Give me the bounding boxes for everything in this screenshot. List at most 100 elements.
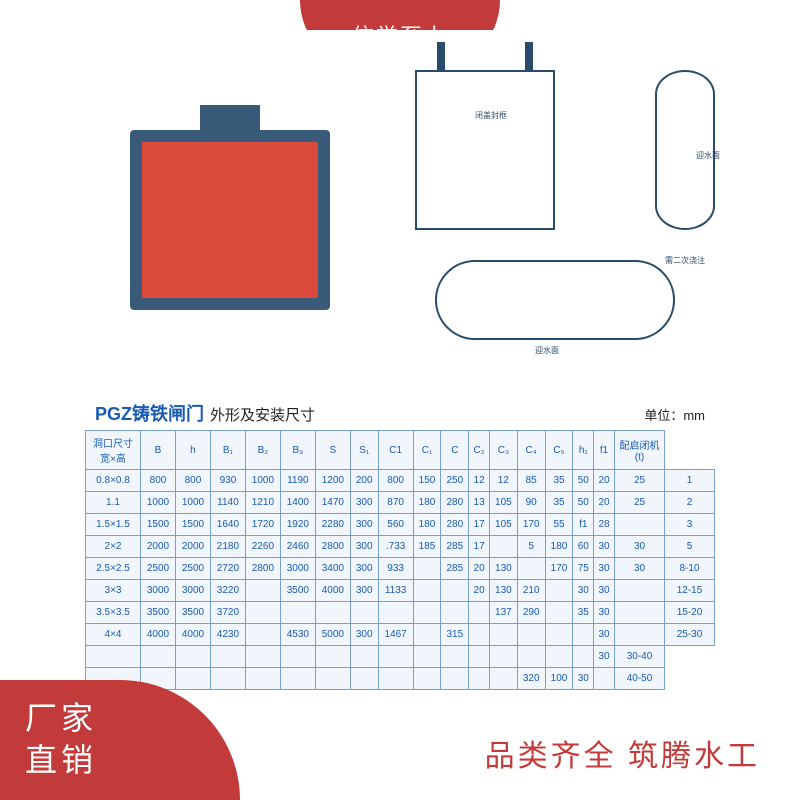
table-cell: 30-40 (615, 646, 665, 668)
table-cell: 1720 (245, 514, 280, 536)
table-cell: 1133 (378, 580, 413, 602)
table-col-header: B₃ (280, 431, 315, 470)
table-cell: 1470 (315, 492, 350, 514)
table-cell: 2800 (245, 558, 280, 580)
table-col-header: 洞口尺寸宽×高 (86, 431, 141, 470)
table-cell: f1 (573, 514, 594, 536)
table-cell: 35 (573, 602, 594, 624)
table-cell: 12 (489, 470, 517, 492)
table-cell: 105 (489, 492, 517, 514)
table-cell (489, 624, 517, 646)
table-cell: 30 (615, 558, 665, 580)
product-render (90, 90, 390, 340)
table-cell: 1000 (175, 492, 210, 514)
table-cell: 3000 (280, 558, 315, 580)
table-cell: 3720 (210, 602, 245, 624)
table-cell: 30 (615, 536, 665, 558)
table-cell (469, 668, 490, 690)
table-cell: 60 (573, 536, 594, 558)
table-cell: 137 (489, 602, 517, 624)
table-cell: 1140 (210, 492, 245, 514)
table-cell: 285 (441, 536, 469, 558)
table-cell: 1200 (315, 470, 350, 492)
table-cell: 180 (413, 492, 441, 514)
table-cell: 933 (378, 558, 413, 580)
table-cell (413, 580, 441, 602)
table-cell (517, 558, 545, 580)
table-cell (315, 602, 350, 624)
table-cell (175, 668, 210, 690)
table-cell (315, 646, 350, 668)
table-cell: 55 (545, 514, 573, 536)
table-cell: 12 (469, 470, 490, 492)
table-cell: 2800 (315, 536, 350, 558)
table-cell: 130 (489, 580, 517, 602)
table-cell: 1.5×1.5 (86, 514, 141, 536)
table-cell (573, 646, 594, 668)
table-col-header: C1 (378, 431, 413, 470)
annot-front: 闭盖封框 (475, 110, 507, 121)
table-row: 3.5×3.5350035003720137290353015-20 (86, 602, 715, 624)
table-cell (350, 646, 378, 668)
table-cell: 20 (469, 558, 490, 580)
table-cell: 35 (545, 470, 573, 492)
table-cell: 3500 (280, 580, 315, 602)
table-cell: 5000 (315, 624, 350, 646)
table-cell (141, 646, 176, 668)
table-cell: 320 (517, 668, 545, 690)
diagram-top-view (435, 260, 675, 340)
table-cell: 2720 (210, 558, 245, 580)
table-cell (350, 668, 378, 690)
table-cell (245, 668, 280, 690)
table-cell: 90 (517, 492, 545, 514)
table-cell (413, 558, 441, 580)
table-cell (210, 646, 245, 668)
table-cell: .733 (378, 536, 413, 558)
table-cell: 1500 (141, 514, 176, 536)
table-cell (441, 602, 469, 624)
table-cell: 250 (441, 470, 469, 492)
table-cell (378, 646, 413, 668)
table-cell (545, 580, 573, 602)
table-cell: 8-10 (665, 558, 715, 580)
table-cell (175, 646, 210, 668)
bottom-right-text: 品类齐全 筑腾水工 (485, 731, 760, 775)
table-cell: 30 (594, 602, 615, 624)
table-cell (245, 624, 280, 646)
table-cell: 2260 (245, 536, 280, 558)
table-col-header: C₃ (489, 431, 517, 470)
table-cell: 180 (545, 536, 573, 558)
diagram-front-view (415, 70, 555, 230)
table-cell: 105 (489, 514, 517, 536)
table-cell: 2000 (175, 536, 210, 558)
table-cell: 280 (441, 514, 469, 536)
table-cell: 4530 (280, 624, 315, 646)
annot-side: 迎水面 (696, 150, 720, 161)
spec-table-wrap: 洞口尺寸宽×高BhB₁B₂B₃SS₁C1C₁CC₂C₃C₄C₅h₁f1配启闭机(… (85, 430, 715, 690)
table-cell (245, 580, 280, 602)
table-cell: 280 (441, 492, 469, 514)
table-cell: 930 (210, 470, 245, 492)
table-cell: 2 (665, 492, 715, 514)
table-cell: 30 (594, 536, 615, 558)
table-row: 4×44000400042304530500030014673153025-30 (86, 624, 715, 646)
table-cell: 1920 (280, 514, 315, 536)
table-cell: 28 (594, 514, 615, 536)
table-cell: 4000 (315, 580, 350, 602)
table-cell: 1400 (280, 492, 315, 514)
table-cell: 2000 (141, 536, 176, 558)
table-cell: 800 (141, 470, 176, 492)
table-cell: 290 (517, 602, 545, 624)
table-cell (469, 602, 490, 624)
table-cell: 3.5×3.5 (86, 602, 141, 624)
table-cell: 150 (413, 470, 441, 492)
table-cell: 12-15 (665, 580, 715, 602)
table-col-header: 配启闭机(t) (615, 431, 665, 470)
table-col-header: B₁ (210, 431, 245, 470)
table-cell: 300 (350, 624, 378, 646)
table-cell (615, 602, 665, 624)
table-cell (441, 646, 469, 668)
annot-top1: 需二次浇注 (665, 255, 705, 266)
table-title-main: PGZ铸铁闸门 (95, 400, 204, 426)
table-cell (545, 624, 573, 646)
